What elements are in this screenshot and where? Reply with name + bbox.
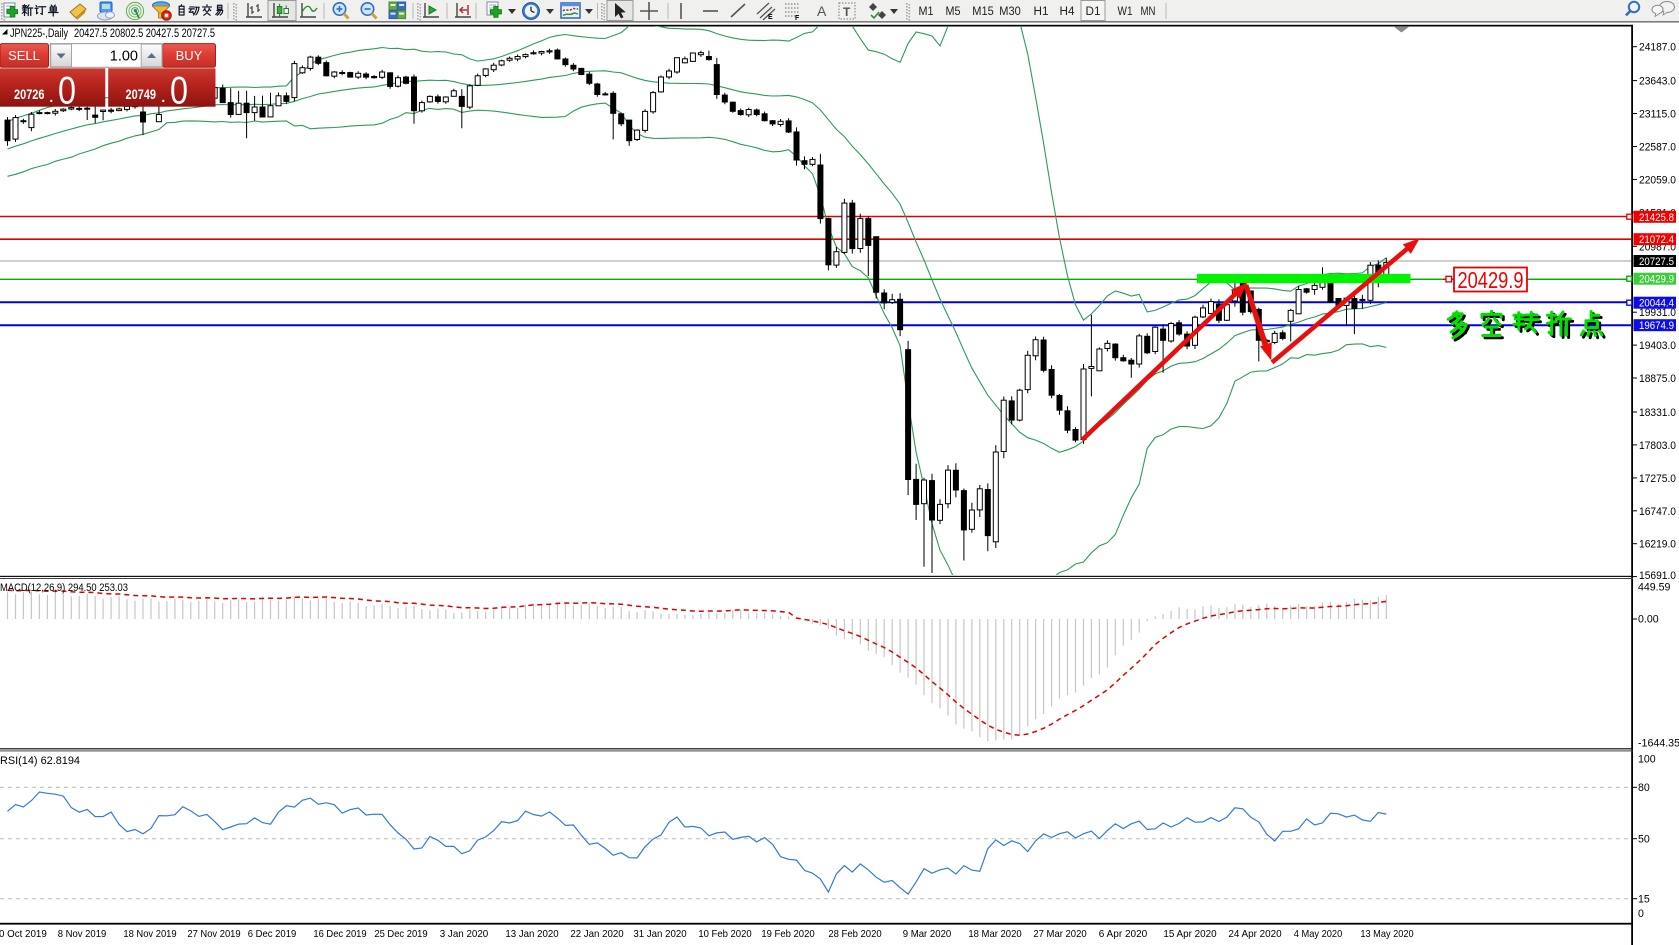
svg-text:M1: M1 xyxy=(919,6,934,18)
svg-text:27 Mar 2020: 27 Mar 2020 xyxy=(1033,929,1087,940)
svg-text:20726: 20726 xyxy=(14,87,45,102)
svg-text:M5: M5 xyxy=(946,6,961,18)
svg-text:W1: W1 xyxy=(1118,6,1133,18)
svg-text:25 Dec 2019: 25 Dec 2019 xyxy=(374,929,428,940)
svg-text:BUY: BUY xyxy=(176,48,203,63)
svg-text:0: 0 xyxy=(58,70,76,113)
svg-text:19403.0: 19403.0 xyxy=(1639,340,1676,352)
svg-text:13 Jan 2020: 13 Jan 2020 xyxy=(505,929,559,940)
svg-text:6 Dec 2019: 6 Dec 2019 xyxy=(248,929,297,940)
svg-text:15691.0: 15691.0 xyxy=(1639,570,1676,582)
svg-text:M30: M30 xyxy=(999,6,1021,18)
svg-text:50: 50 xyxy=(1638,833,1650,845)
svg-text:18 Mar 2020: 18 Mar 2020 xyxy=(968,929,1022,940)
svg-text:A: A xyxy=(817,3,827,19)
svg-text:8 Nov 2019: 8 Nov 2019 xyxy=(58,929,107,940)
svg-text:SELL: SELL xyxy=(8,48,40,63)
svg-text:D1: D1 xyxy=(1086,6,1101,18)
svg-text:18875.0: 18875.0 xyxy=(1639,373,1676,385)
svg-text:M15: M15 xyxy=(972,6,994,18)
svg-text:23643.0: 23643.0 xyxy=(1639,76,1676,88)
svg-text:0: 0 xyxy=(170,70,188,113)
svg-text:20429.9: 20429.9 xyxy=(1458,267,1524,293)
svg-text:20429.9: 20429.9 xyxy=(1639,274,1674,286)
svg-text:13 May 2020: 13 May 2020 xyxy=(1360,929,1414,940)
svg-text:22059.0: 22059.0 xyxy=(1639,174,1676,186)
svg-text:9 Mar 2020: 9 Mar 2020 xyxy=(903,929,952,940)
svg-text:16 Dec 2019: 16 Dec 2019 xyxy=(313,929,367,940)
svg-text:22587.0: 22587.0 xyxy=(1639,142,1676,154)
svg-text:20427.5 20802.5 20427.5 20727.: 20427.5 20802.5 20427.5 20727.5 xyxy=(74,28,215,40)
svg-text:19674.9: 19674.9 xyxy=(1639,320,1674,332)
svg-text:17275.0: 17275.0 xyxy=(1639,473,1676,485)
svg-text:6 Apr 2020: 6 Apr 2020 xyxy=(1099,929,1148,940)
svg-text:80: 80 xyxy=(1638,782,1650,794)
svg-text:18 Nov 2019: 18 Nov 2019 xyxy=(123,929,177,940)
svg-text:21072.4: 21072.4 xyxy=(1639,234,1674,246)
svg-text:MN: MN xyxy=(1141,6,1156,18)
svg-text:3 Jan 2020: 3 Jan 2020 xyxy=(440,929,489,940)
svg-text:15: 15 xyxy=(1638,893,1650,905)
svg-text:H1: H1 xyxy=(1034,6,1049,18)
svg-text:.: . xyxy=(161,85,167,107)
svg-text:20044.4: 20044.4 xyxy=(1639,298,1674,310)
svg-text:23115.0: 23115.0 xyxy=(1639,109,1676,121)
svg-text:100: 100 xyxy=(1638,754,1656,766)
svg-text:0.00: 0.00 xyxy=(1638,614,1659,626)
svg-text:4 May 2020: 4 May 2020 xyxy=(1294,929,1343,940)
svg-text:20749: 20749 xyxy=(126,87,157,102)
svg-text:31 Jan 2020: 31 Jan 2020 xyxy=(633,929,687,940)
svg-text:E: E xyxy=(768,14,773,21)
svg-text:1.00: 1.00 xyxy=(110,49,138,65)
svg-text:.: . xyxy=(49,85,55,107)
svg-text:27 Nov 2019: 27 Nov 2019 xyxy=(187,929,241,940)
svg-text:JPN225-,Daily: JPN225-,Daily xyxy=(10,28,68,40)
svg-text:24 Apr 2020: 24 Apr 2020 xyxy=(1228,929,1282,940)
svg-text:22 Jan 2020: 22 Jan 2020 xyxy=(570,929,624,940)
svg-text:17803.0: 17803.0 xyxy=(1639,440,1676,452)
svg-text:15 Apr 2020: 15 Apr 2020 xyxy=(1163,929,1217,940)
svg-text:18331.0: 18331.0 xyxy=(1639,407,1676,419)
svg-text:MACD(12,26,9) 294.50 253.03: MACD(12,26,9) 294.50 253.03 xyxy=(0,582,128,594)
svg-text:21425.8: 21425.8 xyxy=(1639,212,1674,224)
svg-text:19 Feb 2020: 19 Feb 2020 xyxy=(761,929,815,940)
svg-text:10 Feb 2020: 10 Feb 2020 xyxy=(698,929,752,940)
svg-text:-1644.35: -1644.35 xyxy=(1638,738,1679,750)
svg-text:24187.0: 24187.0 xyxy=(1639,42,1676,54)
svg-text:20727.5: 20727.5 xyxy=(1639,256,1674,268)
svg-text:19931.0: 19931.0 xyxy=(1639,307,1676,319)
svg-text:30 Oct 2019: 30 Oct 2019 xyxy=(0,929,47,940)
svg-text:16219.0: 16219.0 xyxy=(1639,539,1676,551)
svg-text:28 Feb 2020: 28 Feb 2020 xyxy=(828,929,882,940)
svg-text:F: F xyxy=(795,15,800,22)
svg-text:RSI(14) 62.8194: RSI(14) 62.8194 xyxy=(0,755,80,767)
svg-text:0: 0 xyxy=(1638,908,1644,920)
svg-text:16747.0: 16747.0 xyxy=(1639,506,1676,518)
svg-text:H4: H4 xyxy=(1060,6,1076,18)
svg-text:T: T xyxy=(843,5,851,19)
svg-text:449.59: 449.59 xyxy=(1638,582,1671,594)
